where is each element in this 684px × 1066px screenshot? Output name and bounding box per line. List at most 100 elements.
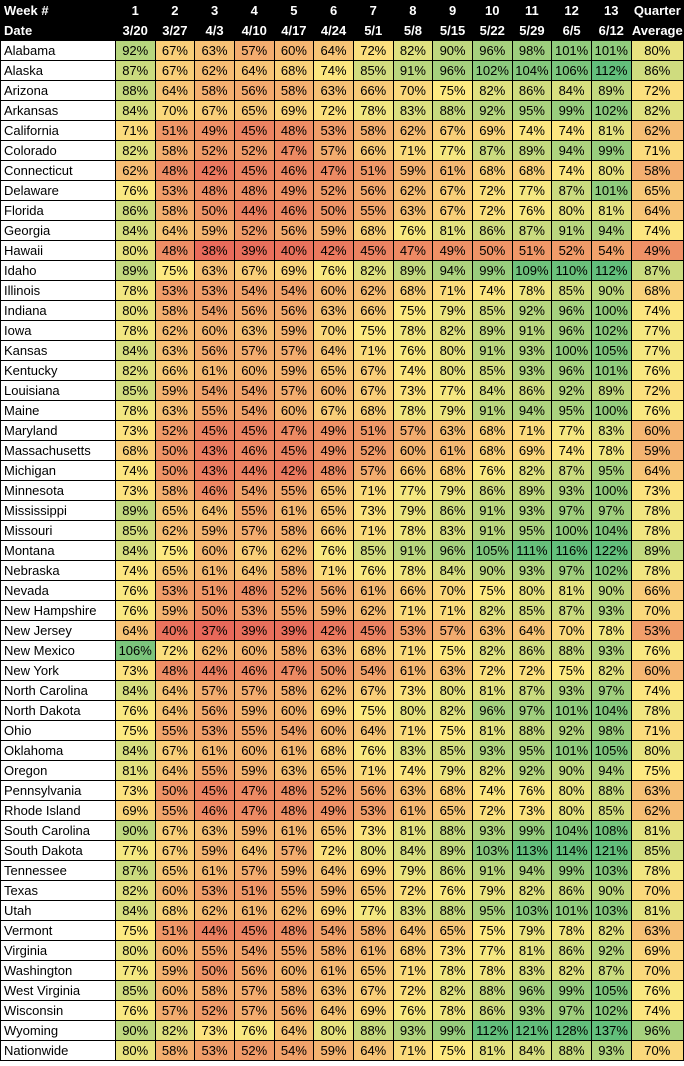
heatmap-cell: 92% bbox=[511, 760, 553, 781]
heatmap-cell: 65% bbox=[313, 500, 354, 521]
heatmap-cell: 62% bbox=[313, 680, 354, 701]
heatmap-cell: 47% bbox=[392, 240, 434, 261]
heatmap-cell: 85% bbox=[352, 60, 394, 81]
heatmap-cell: 69% bbox=[313, 900, 354, 921]
heatmap-cell: 68% bbox=[392, 940, 434, 961]
heatmap-cell: 85% bbox=[511, 600, 553, 621]
heatmap-cell: 54% bbox=[352, 660, 394, 681]
table-row: Idaho 89% 75% 63% 67% 69% 76% 82% 89% 94% 99% 109% 1… bbox=[0, 260, 684, 281]
heatmap-cell: 63% bbox=[194, 40, 235, 61]
heatmap-cell: 80% bbox=[432, 680, 473, 701]
heatmap-cell: 85% bbox=[590, 800, 632, 821]
header-week-10: 10 bbox=[471, 0, 513, 21]
heatmap-cell: 75% bbox=[471, 920, 513, 941]
heatmap-cell: 96% bbox=[511, 980, 553, 1001]
table-row: Georgia 84% 64% 59% 52% 56% 59% 68% 76% 81% 86% 87%… bbox=[0, 220, 684, 241]
heatmap-cell: 59% bbox=[194, 220, 235, 241]
average-cell: 70% bbox=[630, 880, 684, 901]
heatmap-cell: 77% bbox=[432, 380, 473, 401]
heatmap-cell: 52% bbox=[233, 220, 275, 241]
state-name: Kentucky bbox=[0, 360, 116, 381]
heatmap-cell: 81% bbox=[471, 720, 513, 741]
heatmap-cell: 87% bbox=[551, 600, 592, 621]
header-week-11: 11 bbox=[511, 0, 553, 21]
heatmap-cell: 76% bbox=[511, 780, 553, 801]
heatmap-cell: 76% bbox=[114, 600, 156, 621]
heatmap-cell: 58% bbox=[273, 80, 315, 101]
table-row: Virginia 80% 60% 55% 54% 55% 58% 61% 68% 73% 77% 81… bbox=[0, 940, 684, 961]
heatmap-cell: 72% bbox=[471, 200, 513, 221]
heatmap-cell: 52% bbox=[352, 440, 394, 461]
heatmap-cell: 58% bbox=[313, 940, 354, 961]
average-cell: 96% bbox=[630, 1020, 684, 1041]
heatmap-cell: 77% bbox=[114, 840, 156, 861]
heatmap-cell: 69% bbox=[273, 260, 315, 281]
heatmap-cell: 97% bbox=[590, 680, 632, 701]
heatmap-cell: 90% bbox=[471, 560, 513, 581]
heatmap-cell: 70% bbox=[551, 620, 592, 641]
average-cell: 86% bbox=[630, 60, 684, 81]
heatmap-cell: 48% bbox=[273, 120, 315, 141]
heatmap-cell: 44% bbox=[233, 460, 275, 481]
heatmap-cell: 99% bbox=[551, 980, 592, 1001]
heatmap-cell: 69% bbox=[114, 800, 156, 821]
heatmap-cell: 74% bbox=[392, 760, 434, 781]
heatmap-cell: 54% bbox=[233, 480, 275, 501]
heatmap-cell: 58% bbox=[194, 80, 235, 101]
heatmap-cell: 68% bbox=[511, 160, 553, 181]
average-cell: 60% bbox=[630, 420, 684, 441]
heatmap-cell: 82% bbox=[511, 880, 553, 901]
header-date: 5/29 bbox=[511, 20, 553, 41]
heatmap-cell: 78% bbox=[590, 440, 632, 461]
heatmap-cell: 39% bbox=[273, 620, 315, 641]
heatmap-cell: 86% bbox=[511, 380, 553, 401]
heatmap-cell: 45% bbox=[352, 620, 394, 641]
heatmap-cell: 95% bbox=[471, 900, 513, 921]
heatmap-cell: 61% bbox=[392, 660, 434, 681]
state-name: Minnesota bbox=[0, 480, 116, 501]
heatmap-cell: 99% bbox=[590, 140, 632, 161]
heatmap-cell: 59% bbox=[154, 380, 196, 401]
heatmap-cell: 122% bbox=[590, 540, 632, 561]
heatmap-cell: 80% bbox=[551, 200, 592, 221]
heatmap-cell: 59% bbox=[233, 700, 275, 721]
average-cell: 85% bbox=[630, 840, 684, 861]
heatmap-cell: 63% bbox=[154, 400, 196, 421]
heatmap-cell: 75% bbox=[551, 660, 592, 681]
heatmap-cell: 105% bbox=[471, 540, 513, 561]
heatmap-cell: 79% bbox=[471, 880, 513, 901]
heatmap-cell: 68% bbox=[352, 640, 394, 661]
heatmap-cell: 78% bbox=[392, 520, 434, 541]
average-cell: 76% bbox=[630, 360, 684, 381]
heatmap-cell: 55% bbox=[154, 720, 196, 741]
heatmap-cell: 80% bbox=[551, 800, 592, 821]
heatmap-cell: 93% bbox=[511, 560, 553, 581]
heatmap-cell: 64% bbox=[154, 80, 196, 101]
heatmap-cell: 102% bbox=[590, 560, 632, 581]
heatmap-cell: 93% bbox=[392, 1020, 434, 1041]
heatmap-cell: 60% bbox=[273, 700, 315, 721]
heatmap-cell: 72% bbox=[511, 660, 553, 681]
heatmap-cell: 60% bbox=[273, 960, 315, 981]
heatmap-cell: 66% bbox=[313, 520, 354, 541]
heatmap-cell: 101% bbox=[590, 40, 632, 61]
heatmap-cell: 137% bbox=[590, 1020, 632, 1041]
average-cell: 87% bbox=[630, 260, 684, 281]
heatmap-cell: 97% bbox=[551, 500, 592, 521]
heatmap-cell: 57% bbox=[233, 40, 275, 61]
heatmap-cell: 62% bbox=[154, 520, 196, 541]
heatmap-cell: 95% bbox=[511, 740, 553, 761]
heatmap-cell: 60% bbox=[154, 980, 196, 1001]
table-row: South Dakota 77% 67% 59% 64% 57% 72% 80% 84% 89% 1… bbox=[0, 840, 684, 861]
heatmap-cell: 93% bbox=[551, 480, 592, 501]
average-cell: 78% bbox=[630, 700, 684, 721]
heatmap-cell: 47% bbox=[313, 160, 354, 181]
heatmap-cell: 59% bbox=[154, 600, 196, 621]
heatmap-cell: 64% bbox=[194, 500, 235, 521]
average-cell: 78% bbox=[630, 860, 684, 881]
heatmap-cell: 73% bbox=[511, 800, 553, 821]
state-name: Indiana bbox=[0, 300, 116, 321]
heatmap-cell: 63% bbox=[194, 260, 235, 281]
heatmap-cell: 59% bbox=[194, 520, 235, 541]
